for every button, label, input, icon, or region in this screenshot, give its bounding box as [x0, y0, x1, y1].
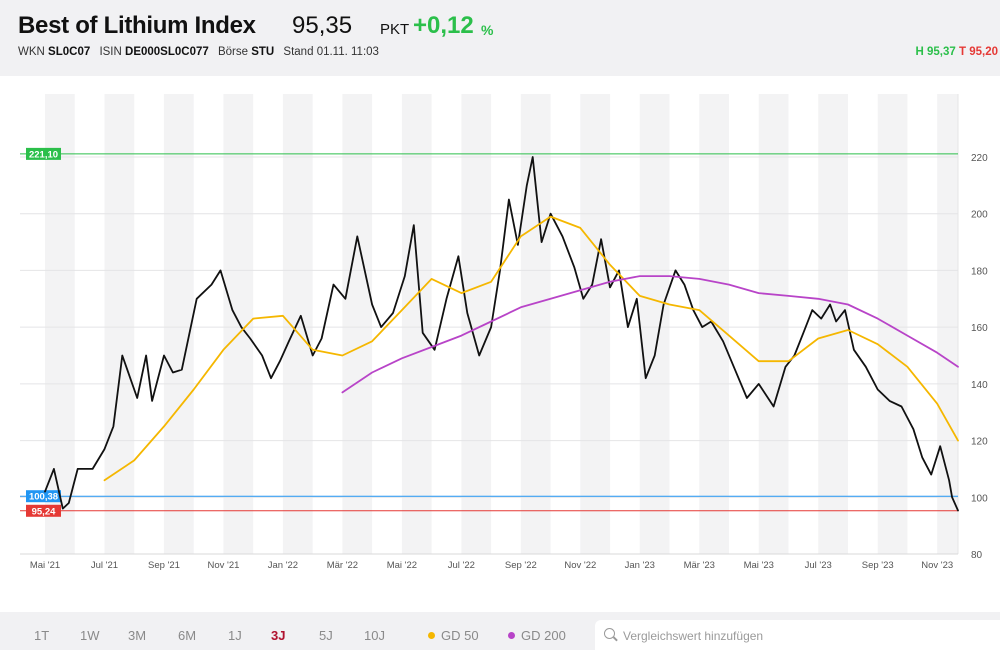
y-tick-label: 160: [971, 323, 988, 334]
range-button-1t[interactable]: 1T: [34, 628, 50, 643]
range-button-5j[interactable]: 5J: [319, 628, 333, 643]
x-tick-label: Mär '23: [684, 560, 715, 571]
x-tick-label: Mai '23: [744, 560, 774, 571]
current-price: 95,35: [292, 12, 353, 39]
x-tick-label: Sep '22: [505, 560, 537, 571]
series-line-gd50: [103, 215, 959, 482]
y-tick-label: 100: [971, 493, 988, 504]
range-button-1w[interactable]: 1W: [80, 628, 100, 643]
range-button-3j[interactable]: 3J: [271, 628, 286, 643]
marker-label: 100,38: [29, 492, 58, 503]
x-tick-label: Jul '21: [91, 560, 118, 571]
series-line-price: [44, 156, 959, 512]
x-tick-label: Nov '23: [921, 560, 953, 571]
x-tick-label: Jul '22: [448, 560, 475, 571]
marker-label: 95,24: [32, 506, 56, 517]
legend-gd50-label: GD 50: [441, 628, 479, 643]
y-tick-label: 200: [971, 210, 988, 221]
y-tick-label: 220: [971, 153, 988, 164]
price-chart[interactable]: 80 100 120 140 160 180 200 220 Mai '21 Jul '21 Sep…: [0, 76, 1000, 612]
range-button-6m[interactable]: 6M: [178, 628, 197, 643]
month-band: [758, 94, 789, 554]
isin-label: ISIN: [99, 46, 122, 58]
x-tick-label: Sep '23: [862, 560, 894, 571]
low-label: T: [958, 46, 967, 58]
wkn-value: SL0C07: [48, 46, 91, 58]
isin-value: DE000SL0C077: [125, 46, 209, 58]
low-value: 95,20: [969, 46, 998, 58]
x-tick-label: Jan '23: [625, 560, 655, 571]
month-band: [580, 94, 611, 554]
chart-footer: 1T 1W 3M 6M 1J 3J 5J 10J GD 50 GD 200: [0, 612, 1000, 650]
month-band: [163, 94, 194, 554]
legend-gd50[interactable]: GD 50: [428, 628, 479, 643]
x-tick-label: Sep '21: [148, 560, 180, 571]
month-band: [401, 94, 432, 554]
x-tick-label: Jan '22: [268, 560, 298, 571]
high-label: H: [915, 46, 924, 58]
x-tick-label: Jul '23: [805, 560, 832, 571]
legend-gd200-label: GD 200: [521, 628, 566, 643]
y-tick-label: 140: [971, 380, 988, 391]
month-band: [877, 94, 908, 554]
month-band: [45, 94, 75, 554]
search-icon: [604, 628, 615, 639]
compare-search-input[interactable]: [621, 625, 985, 647]
series-line-gd200: [341, 275, 959, 394]
month-band: [818, 94, 848, 554]
high-low: H 95,37 T 95,20: [915, 46, 998, 58]
month-band: [520, 94, 551, 554]
y-tick-label: 120: [971, 437, 988, 448]
chart-header: Best of Lithium Index 95,35 PKT +0,12 % …: [0, 0, 1000, 76]
exchange-label: Börse: [217, 46, 249, 58]
x-tick-label: Mär '22: [327, 560, 358, 571]
x-tick-label: Mai '21: [30, 560, 60, 571]
marker-badge: [26, 147, 61, 160]
x-tick-label: Nov '22: [564, 560, 596, 571]
stand-label: Stand: [283, 46, 314, 58]
compare-search[interactable]: [595, 620, 1000, 650]
y-tick-label: 80: [971, 550, 983, 561]
range-button-3m[interactable]: 3M: [128, 628, 147, 643]
month-band: [104, 94, 135, 554]
x-tick-label: Nov '21: [207, 560, 239, 571]
range-button-1j[interactable]: 1J: [228, 628, 242, 643]
x-tick-label: Mai '22: [387, 560, 417, 571]
price-change-unit: %: [481, 22, 494, 38]
month-band: [342, 94, 373, 554]
range-button-10j[interactable]: 10J: [364, 628, 385, 643]
instrument-meta: WKN SL0C07 ISIN DE000SL0C077 Börse STU S…: [18, 46, 379, 58]
stand-value: 01.11. 11:03: [316, 46, 379, 58]
wkn-label: WKN: [18, 46, 45, 58]
price-unit: PKT: [380, 21, 410, 38]
price-change: +0,12: [413, 12, 474, 39]
high-value: 95,37: [927, 46, 956, 58]
gd50-dot-icon: [428, 632, 435, 639]
index-title: Best of Lithium Index: [18, 12, 256, 39]
y-tick-label: 180: [971, 266, 988, 277]
exchange-value: STU: [251, 46, 275, 58]
month-band: [937, 94, 958, 554]
marker-badge: [26, 504, 61, 517]
marker-badge: [26, 490, 61, 503]
month-band: [639, 94, 670, 554]
gd200-dot-icon: [508, 632, 515, 639]
legend-gd200[interactable]: GD 200: [508, 628, 566, 643]
marker-label: 221,10: [29, 149, 58, 160]
